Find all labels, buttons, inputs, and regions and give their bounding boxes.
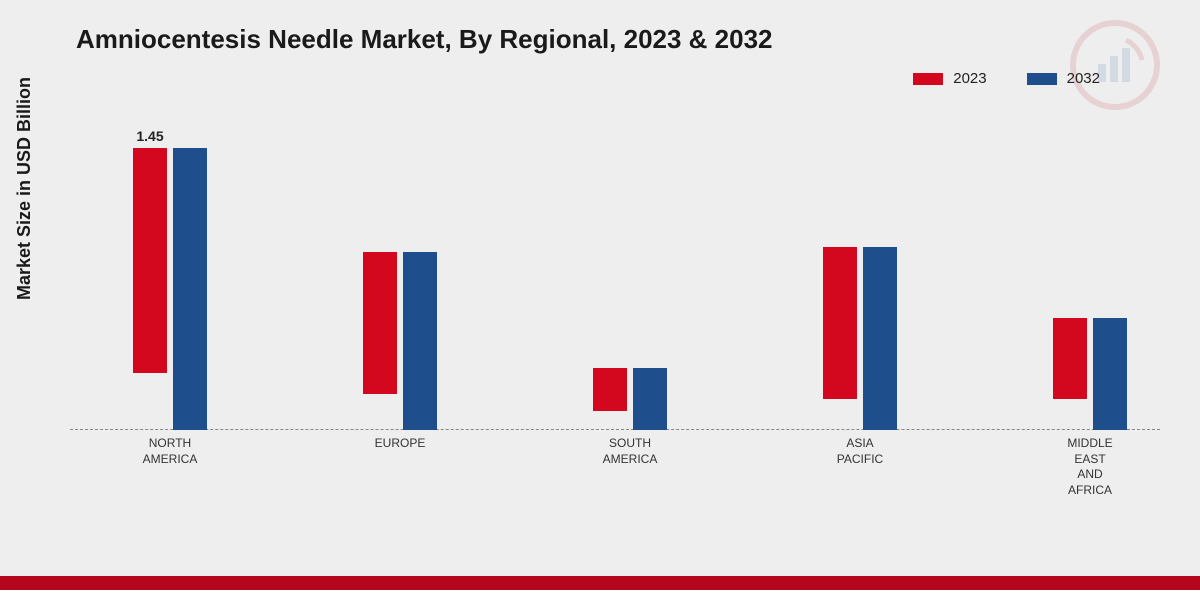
bar-2032 xyxy=(403,252,437,430)
bar-group xyxy=(800,247,920,430)
legend-label-2023: 2023 xyxy=(953,70,986,87)
legend-item-2023: 2023 xyxy=(913,70,986,87)
bar-group: 1.45 xyxy=(110,148,230,430)
chart-title: Amniocentesis Needle Market, By Regional… xyxy=(76,24,773,55)
plot-area: 1.45 xyxy=(70,120,1160,430)
bar-2023 xyxy=(1053,318,1087,399)
footer-accent-bar xyxy=(0,576,1200,590)
bar-2032 xyxy=(173,148,207,430)
watermark-logo-icon xyxy=(1070,20,1160,110)
bar-group xyxy=(1030,318,1150,430)
category-label: ASIAPACIFIC xyxy=(800,436,920,467)
bar-group xyxy=(340,252,460,430)
bar-2023 xyxy=(363,252,397,395)
bar-2023: 1.45 xyxy=(133,148,167,373)
category-label: EUROPE xyxy=(340,436,460,452)
legend-item-2032: 2032 xyxy=(1027,70,1100,87)
bar-2032 xyxy=(633,368,667,430)
bar-2023 xyxy=(593,368,627,411)
category-label: SOUTHAMERICA xyxy=(570,436,690,467)
category-label: MIDDLEEASTANDAFRICA xyxy=(1030,436,1150,498)
y-axis-label: Market Size in USD Billion xyxy=(14,77,35,300)
bar-2023 xyxy=(823,247,857,399)
legend-swatch-2032 xyxy=(1027,73,1057,85)
bar-group xyxy=(570,368,690,430)
category-label: NORTHAMERICA xyxy=(110,436,230,467)
bar-2032 xyxy=(1093,318,1127,430)
legend: 2023 2032 xyxy=(913,70,1100,87)
footer-white-strip xyxy=(0,590,1200,600)
legend-label-2032: 2032 xyxy=(1067,70,1100,87)
bar-value-label: 1.45 xyxy=(136,128,163,144)
legend-swatch-2023 xyxy=(913,73,943,85)
bar-2032 xyxy=(863,247,897,430)
